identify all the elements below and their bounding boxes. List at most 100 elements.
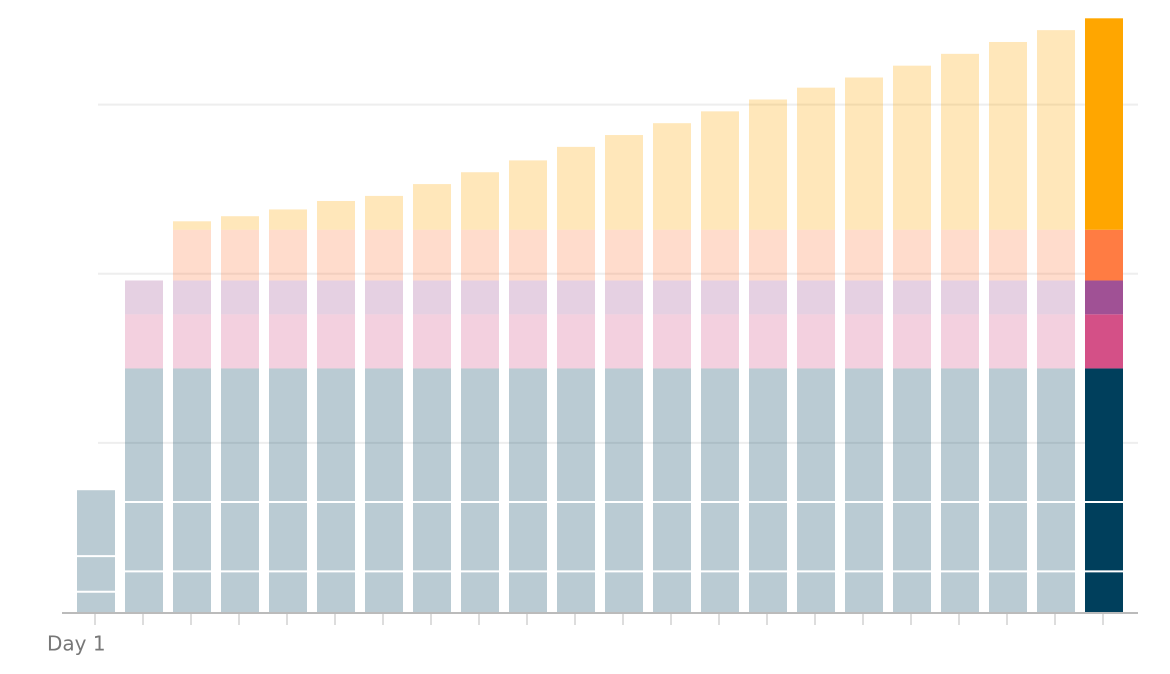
bar-segment <box>461 502 499 572</box>
bar-segment <box>749 314 787 369</box>
bar-segment <box>173 368 211 503</box>
bar-segment <box>749 229 787 281</box>
bar-segment <box>605 502 643 572</box>
bar-segment <box>797 87 835 230</box>
bar-segment <box>77 490 115 557</box>
bar-segment <box>269 229 307 281</box>
bar-segment <box>221 280 259 315</box>
bar-segment <box>269 571 307 612</box>
bar-segment <box>269 502 307 572</box>
bar-segment <box>605 135 643 230</box>
bar-segment <box>365 502 403 572</box>
bar-segment <box>1037 280 1075 315</box>
bar-segment <box>989 314 1027 369</box>
bar-segment <box>269 209 307 230</box>
bar-segment <box>989 368 1027 503</box>
bar-segment <box>749 502 787 572</box>
bar-segment <box>749 571 787 612</box>
bar-segment <box>749 280 787 315</box>
bar-segment <box>173 314 211 369</box>
bar-segment <box>509 571 547 612</box>
bar-segment <box>941 229 979 281</box>
bar-segment <box>413 571 451 612</box>
bar-segment <box>749 99 787 230</box>
bar-segment <box>941 314 979 369</box>
bar-segment <box>365 195 403 230</box>
bar-segment <box>653 368 691 503</box>
bar-segment <box>125 571 163 612</box>
bar-segment <box>1085 571 1123 612</box>
bar-segment <box>1037 229 1075 281</box>
bar-segment <box>557 502 595 572</box>
bar-segment <box>701 502 739 572</box>
bar-segment <box>653 229 691 281</box>
bar-segment <box>365 571 403 612</box>
bar-segment <box>1085 502 1123 572</box>
bar-segment <box>221 216 259 230</box>
bar-segment <box>845 77 883 230</box>
bar-segment <box>509 368 547 503</box>
bar-segment <box>221 368 259 503</box>
bar-segment <box>605 368 643 503</box>
bar-segment <box>509 314 547 369</box>
bar-segment <box>845 571 883 612</box>
bar-segment <box>413 368 451 503</box>
bar-segment <box>557 571 595 612</box>
bar-segment <box>461 229 499 281</box>
bar-segment <box>317 571 355 612</box>
bar-segment <box>269 314 307 369</box>
bar-segment <box>557 368 595 503</box>
bar-segment <box>605 280 643 315</box>
bar-segment <box>941 53 979 230</box>
x-tick-label: Day 1 <box>47 632 106 656</box>
bar-segment <box>701 280 739 315</box>
bar-segment <box>557 280 595 315</box>
bar-segment <box>653 571 691 612</box>
bar-segment <box>605 314 643 369</box>
bar-segment <box>365 280 403 315</box>
bar-segment <box>461 172 499 230</box>
bar-segment <box>797 368 835 503</box>
bar-segment <box>1085 314 1123 369</box>
bar-segment <box>797 280 835 315</box>
bar-segment <box>845 368 883 503</box>
bar-segment <box>989 502 1027 572</box>
bar-segment <box>77 556 115 592</box>
bar-segment <box>989 41 1027 230</box>
bar-segment <box>653 280 691 315</box>
bar-segment <box>125 314 163 369</box>
bar-segment <box>893 571 931 612</box>
bar-segment <box>413 314 451 369</box>
bar-segment <box>941 502 979 572</box>
bar-segment <box>413 280 451 315</box>
bar-segment <box>365 314 403 369</box>
bar-segment <box>413 502 451 572</box>
bar-segment <box>605 229 643 281</box>
bar-segment <box>221 502 259 572</box>
bar-segment <box>797 502 835 572</box>
bar-segment <box>173 571 211 612</box>
bar-segment <box>701 314 739 369</box>
bar-segment <box>461 314 499 369</box>
bar-segment <box>1037 368 1075 503</box>
bar-segment <box>413 184 451 230</box>
bar-segment <box>701 229 739 281</box>
bar-segment <box>1037 314 1075 369</box>
bar-segment <box>893 368 931 503</box>
bar-segment <box>1085 18 1123 230</box>
bar-segment <box>77 591 115 612</box>
bar-segment <box>749 368 787 503</box>
bar-segment <box>1085 280 1123 315</box>
bar-segment <box>653 502 691 572</box>
bar-segment <box>701 571 739 612</box>
bar-segment <box>1037 30 1075 230</box>
bar-segment <box>509 280 547 315</box>
bar-segment <box>173 221 211 230</box>
bar-segment <box>893 65 931 230</box>
bar-segment <box>317 314 355 369</box>
bar-segment <box>989 280 1027 315</box>
bar-segment <box>893 502 931 572</box>
bar-segment <box>941 368 979 503</box>
bar-segment <box>413 229 451 281</box>
